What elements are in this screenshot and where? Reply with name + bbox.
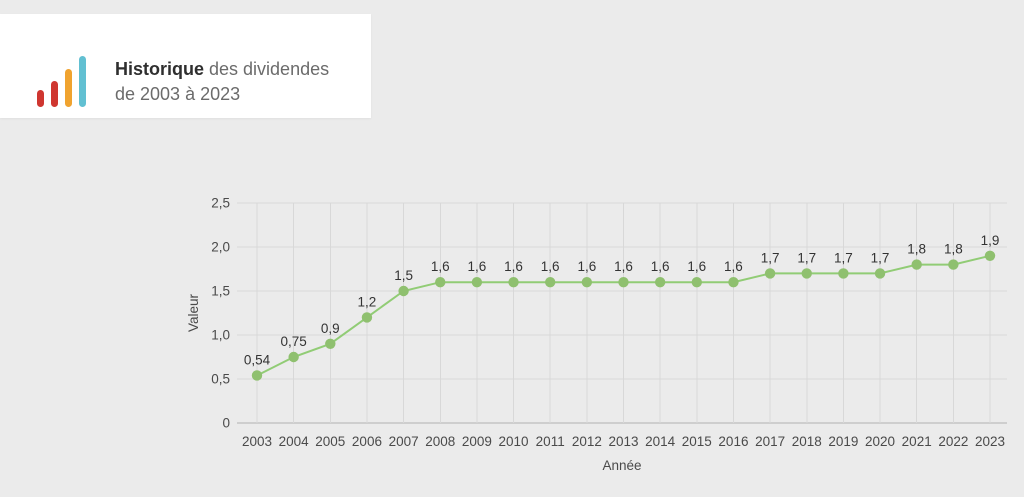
data-point-2017[interactable] [764, 268, 776, 279]
data-point-label: 0,54 [244, 352, 271, 367]
data-point-2007[interactable] [398, 285, 409, 297]
x-tick-label: 2019 [828, 434, 858, 449]
chart-title-rest: des dividendes [204, 59, 330, 79]
data-point-2020[interactable] [874, 268, 886, 279]
data-point-2021[interactable] [911, 259, 922, 270]
data-point-label: 0,75 [281, 334, 307, 349]
data-point-2006[interactable] [361, 312, 373, 323]
x-tick-label: 2014 [645, 434, 676, 449]
data-point-label: 1,9 [981, 233, 1000, 248]
data-point-2015[interactable] [691, 277, 702, 288]
data-point-label: 1,6 [614, 259, 633, 274]
x-axis-title: Année [602, 458, 641, 473]
chart-title-line1: Historique des dividendes [115, 57, 329, 82]
data-point-2014[interactable] [654, 277, 666, 288]
y-tick-label: 0,5 [211, 372, 230, 387]
y-tick-label: 0 [222, 416, 230, 431]
x-tick-label: 2016 [718, 434, 748, 449]
data-point-label: 1,6 [651, 259, 670, 274]
data-point-label: 1,6 [431, 259, 450, 274]
data-point-label: 1,6 [468, 259, 487, 274]
x-tick-label: 2011 [536, 434, 565, 449]
x-tick-label: 2009 [462, 434, 492, 449]
x-tick-label: 2007 [389, 434, 419, 449]
data-point-label: 1,7 [834, 250, 853, 265]
x-tick-label: 2003 [242, 434, 272, 449]
bar-chart-icon [37, 56, 87, 107]
x-tick-label: 2005 [315, 434, 345, 449]
x-tick-label: 2012 [572, 434, 602, 449]
data-point-2008[interactable] [435, 277, 446, 288]
data-point-label: 1,6 [724, 259, 743, 274]
data-point-label: 1,8 [944, 242, 963, 257]
data-point-label: 1,8 [907, 242, 926, 257]
chart-title-bold: Historique [115, 59, 205, 79]
data-point-2012[interactable] [581, 277, 593, 288]
chart-title-line2: de 2003 à 2023 [115, 84, 241, 104]
data-point-2016[interactable] [728, 277, 739, 288]
data-point-2009[interactable] [471, 277, 483, 288]
data-point-2018[interactable] [801, 268, 812, 279]
x-tick-label: 2010 [499, 434, 529, 449]
x-tick-label: 2015 [682, 434, 712, 449]
bar-chart-icon-bar-4 [79, 56, 86, 107]
y-tick-label: 1,0 [211, 328, 230, 343]
y-tick-label: 1,5 [211, 284, 230, 299]
data-point-2003[interactable] [251, 370, 263, 381]
bar-chart-icon-bar-2 [51, 81, 58, 107]
data-point-label: 1,5 [394, 268, 413, 283]
data-point-label: 0,9 [321, 321, 340, 336]
x-tick-label: 2013 [608, 434, 638, 449]
x-tick-label: 2017 [755, 434, 785, 449]
data-point-2013[interactable] [618, 277, 629, 288]
x-tick-label: 2021 [902, 434, 932, 449]
data-point-label: 1,6 [577, 259, 596, 274]
x-tick-label: 2006 [352, 434, 382, 449]
data-point-2011[interactable] [545, 277, 556, 288]
data-point-2005[interactable] [325, 338, 336, 349]
data-point-label: 1,7 [797, 250, 816, 265]
header-card: Historique des dividendes de 2003 à 2023 [0, 14, 371, 118]
data-point-label: 1,7 [871, 250, 890, 265]
chart-title: Historique des dividendes de 2003 à 2023 [115, 57, 329, 107]
y-axis-title: Valeur [186, 293, 201, 332]
data-point-2004[interactable] [288, 351, 299, 363]
y-tick-label: 2,5 [211, 196, 230, 211]
x-tick-label: 2018 [792, 434, 822, 449]
data-point-2019[interactable] [838, 268, 849, 279]
data-point-2023[interactable] [984, 250, 996, 261]
bar-chart-icon-bar-1 [37, 90, 44, 107]
x-tick-label: 2004 [279, 434, 310, 449]
data-point-2022[interactable] [948, 259, 959, 270]
bar-chart-icon-bar-3 [65, 69, 72, 107]
y-tick-label: 2,0 [211, 240, 230, 255]
x-tick-label: 2020 [865, 434, 895, 449]
x-tick-label: 2023 [975, 434, 1005, 449]
data-point-label: 1,2 [358, 294, 377, 309]
x-tick-label: 2008 [425, 434, 455, 449]
x-tick-label: 2022 [938, 434, 968, 449]
data-point-label: 1,6 [687, 259, 706, 274]
data-point-label: 1,6 [504, 259, 523, 274]
data-point-2010[interactable] [508, 277, 519, 288]
data-point-label: 1,6 [541, 259, 560, 274]
data-point-label: 1,7 [761, 250, 780, 265]
